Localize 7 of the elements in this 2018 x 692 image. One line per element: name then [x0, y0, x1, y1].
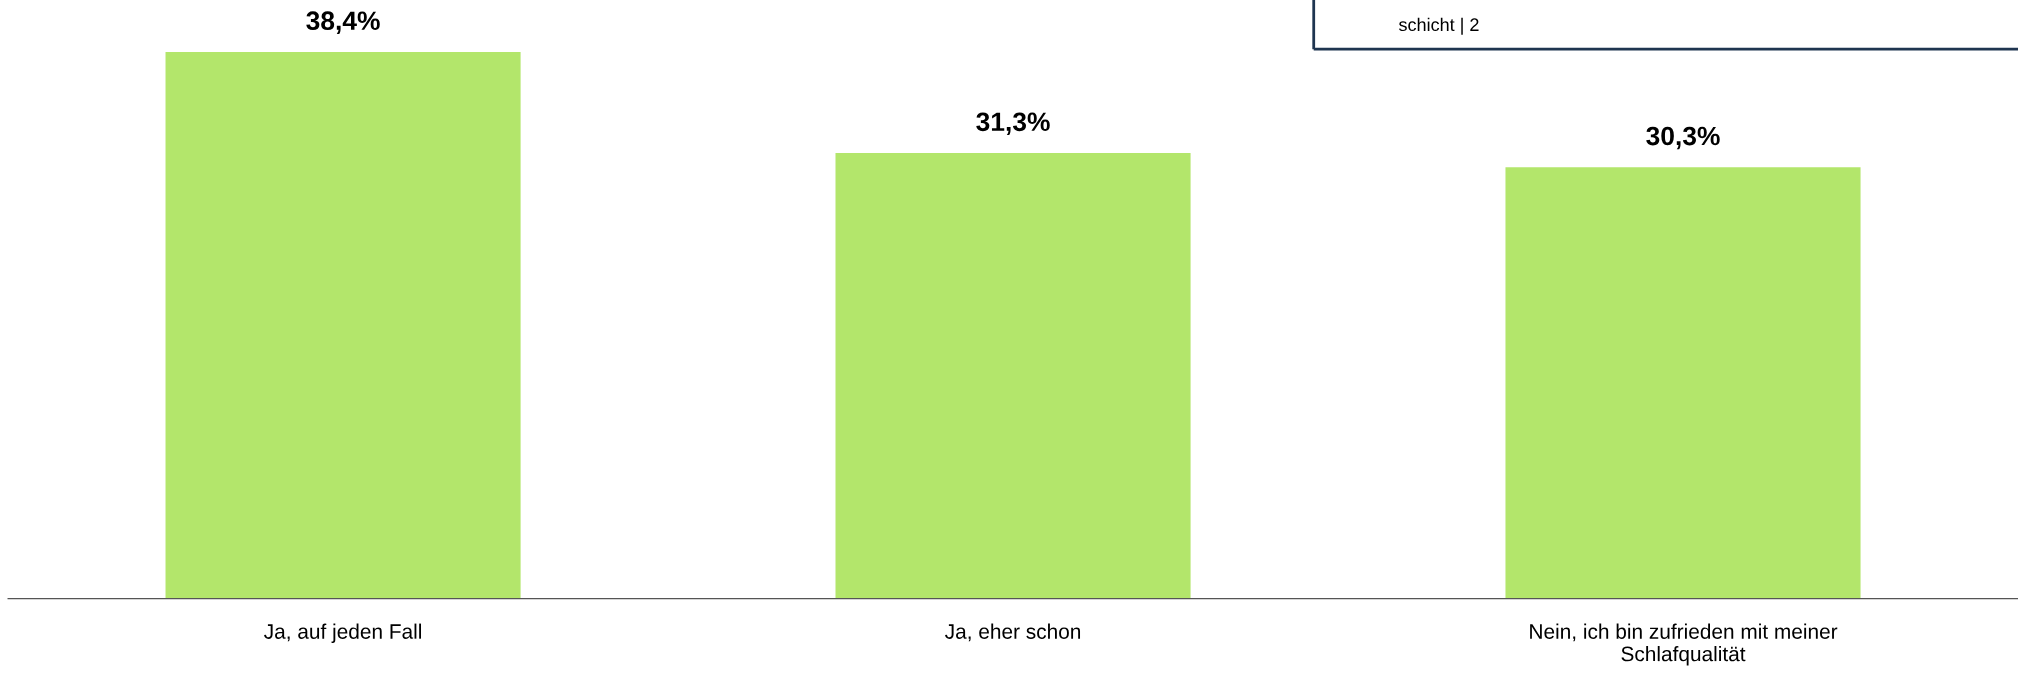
- x-tick-label: Nein, ich bin zufrieden mit meiner Schlafqualität: [1530, 623, 1838, 666]
- text: schicht | 2: [1398, 17, 1479, 35]
- x-tick-label: Ja, auf jeden Fall: [264, 623, 421, 643]
- data-label: 30,3%: [1646, 126, 1720, 150]
- x-tick-label: Ja, eher schon: [945, 623, 1081, 642]
- data-label: 38,4%: [306, 11, 380, 34]
- data-label: 31,3%: [976, 112, 1050, 135]
